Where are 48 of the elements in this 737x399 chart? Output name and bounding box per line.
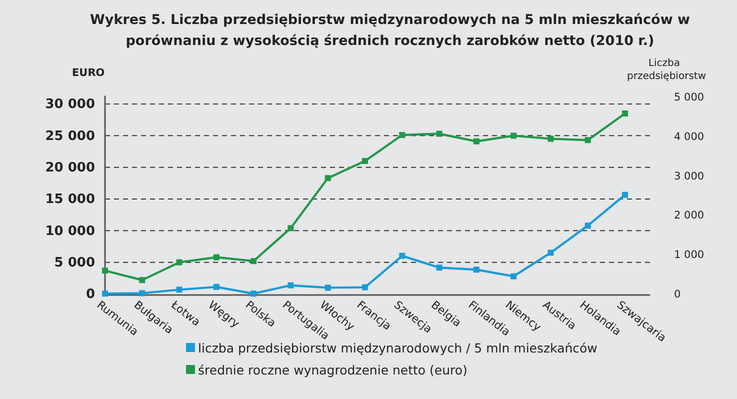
point — [473, 266, 480, 273]
point — [584, 137, 591, 144]
point — [362, 158, 368, 164]
y-tick-label: 30 000 — [45, 97, 95, 112]
point — [584, 222, 591, 229]
point — [102, 268, 108, 274]
legend-label: średnie roczne wynagrodzenie netto (euro) — [198, 362, 468, 378]
y-tick-label: 15 000 — [45, 192, 95, 208]
point — [176, 259, 182, 266]
point — [622, 192, 628, 198]
point — [176, 286, 182, 293]
point — [250, 258, 257, 264]
point — [213, 254, 220, 260]
y2-tick-label: 0 — [674, 288, 681, 300]
legend-label: liczba przedsiębiorstw międzynarodowych / 5 mln mieszkańców — [198, 340, 598, 356]
y-tick-label: 0 — [86, 287, 95, 302]
point — [399, 132, 406, 138]
y2-tick-label: 4 000 — [674, 131, 704, 144]
y2-axis-title: Liczba przedsiębiorstw — [626, 58, 706, 82]
point — [102, 290, 108, 297]
y-tick-label: 10 000 — [45, 224, 95, 239]
y-axis-title: EURO — [72, 67, 105, 79]
point — [362, 284, 368, 290]
point — [510, 273, 517, 280]
y2-tick-label: 5 000 — [674, 92, 704, 104]
point — [399, 252, 406, 259]
point — [548, 136, 554, 142]
point — [436, 130, 442, 137]
point — [473, 138, 480, 144]
point — [622, 110, 628, 116]
point — [213, 284, 220, 290]
y2-tick-label: 1 000 — [674, 249, 704, 262]
point — [436, 264, 442, 271]
y-tick-label: 20 000 — [45, 160, 95, 176]
y2-tick-label: 2 000 — [674, 210, 704, 222]
point — [548, 250, 554, 256]
y-tick-label: 5 000 — [54, 255, 95, 270]
point — [510, 132, 517, 139]
y-tick-label: 25 000 — [45, 128, 95, 144]
point — [139, 290, 146, 296]
point — [288, 282, 294, 288]
point — [139, 277, 146, 284]
point — [324, 284, 331, 291]
point — [324, 175, 331, 182]
chart-title: Wykres 5. Liczba przedsiębiorstw międzynarodowych na 5 mln mieszkańców w porównaniu z wysokością średnich rocznych zarobków netto (2010 r.) — [90, 12, 690, 49]
y2-tick-label: 3 000 — [674, 170, 704, 182]
point — [250, 290, 257, 297]
point — [288, 225, 294, 232]
